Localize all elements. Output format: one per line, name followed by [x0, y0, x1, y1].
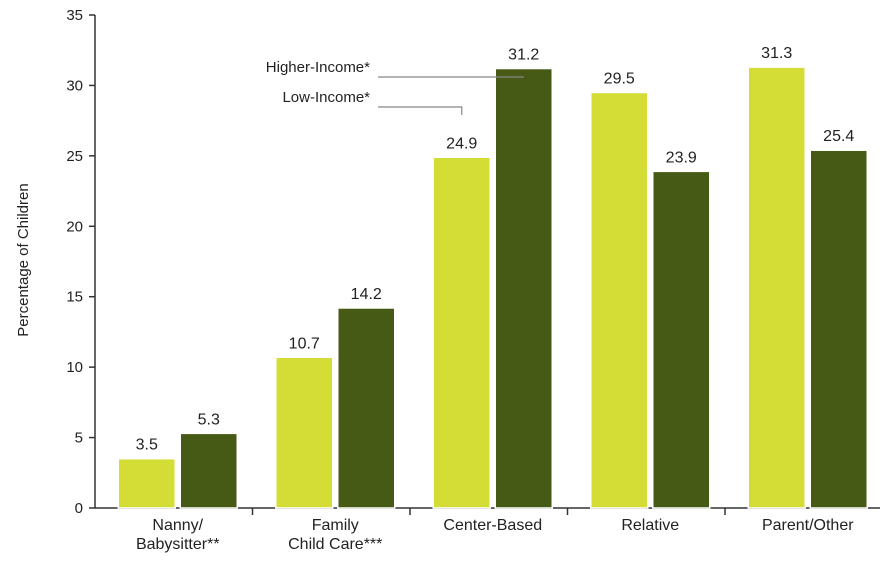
x-category-label: Parent/Other [762, 517, 854, 534]
bar-low-income [118, 459, 175, 508]
x-category-label: Center-Based [443, 517, 542, 534]
y-tick-label: 30 [66, 77, 83, 94]
x-category-label: Babysitter** [136, 536, 220, 553]
data-label: 10.7 [289, 335, 320, 352]
bar-higher-income [810, 150, 867, 508]
bar-low-income [276, 357, 333, 508]
y-axis-title: Percentage of Children [15, 183, 32, 336]
data-label: 5.3 [198, 411, 220, 428]
data-label: 29.5 [604, 70, 635, 87]
y-axis: 0 5 10 15 20 25 30 35 [66, 7, 95, 517]
bar-low-income [748, 67, 805, 508]
bar-low-income [433, 157, 490, 508]
bar-higher-income [495, 69, 552, 508]
bar-higher-income [180, 433, 237, 508]
data-label: 24.9 [446, 135, 477, 152]
y-tick-label: 20 [66, 218, 83, 235]
bars [118, 67, 867, 508]
y-tick-label: 35 [66, 7, 83, 24]
x-category-label: Child Care*** [288, 536, 382, 553]
legend-label-low-income: Low-Income* [282, 89, 370, 106]
y-tick-label: 15 [66, 289, 83, 306]
data-label: 23.9 [666, 149, 697, 166]
y-tick-label: 25 [66, 148, 83, 165]
x-category-label: Family [312, 517, 359, 534]
data-label: 25.4 [823, 128, 854, 145]
data-label: 31.3 [761, 45, 792, 62]
bar-higher-income [338, 308, 395, 508]
legend-leader-low-income [378, 107, 462, 115]
bar-low-income [591, 92, 648, 508]
legend-label-higher-income: Higher-Income* [266, 59, 370, 76]
y-tick-label: 5 [75, 430, 83, 447]
y-tick-label: 10 [66, 359, 83, 376]
legend: Higher-Income* Low-Income* [266, 59, 524, 115]
x-category-label: Nanny/ [152, 517, 203, 534]
y-tick-label: 0 [75, 500, 83, 517]
data-label: 3.5 [136, 437, 158, 454]
x-axis: Nanny/Babysitter** Family Child Care*** Cen… [95, 508, 880, 553]
data-label: 14.2 [351, 286, 382, 303]
bar-higher-income [653, 171, 710, 508]
x-category-label: Relative [621, 517, 679, 534]
data-label: 31.2 [508, 47, 539, 64]
